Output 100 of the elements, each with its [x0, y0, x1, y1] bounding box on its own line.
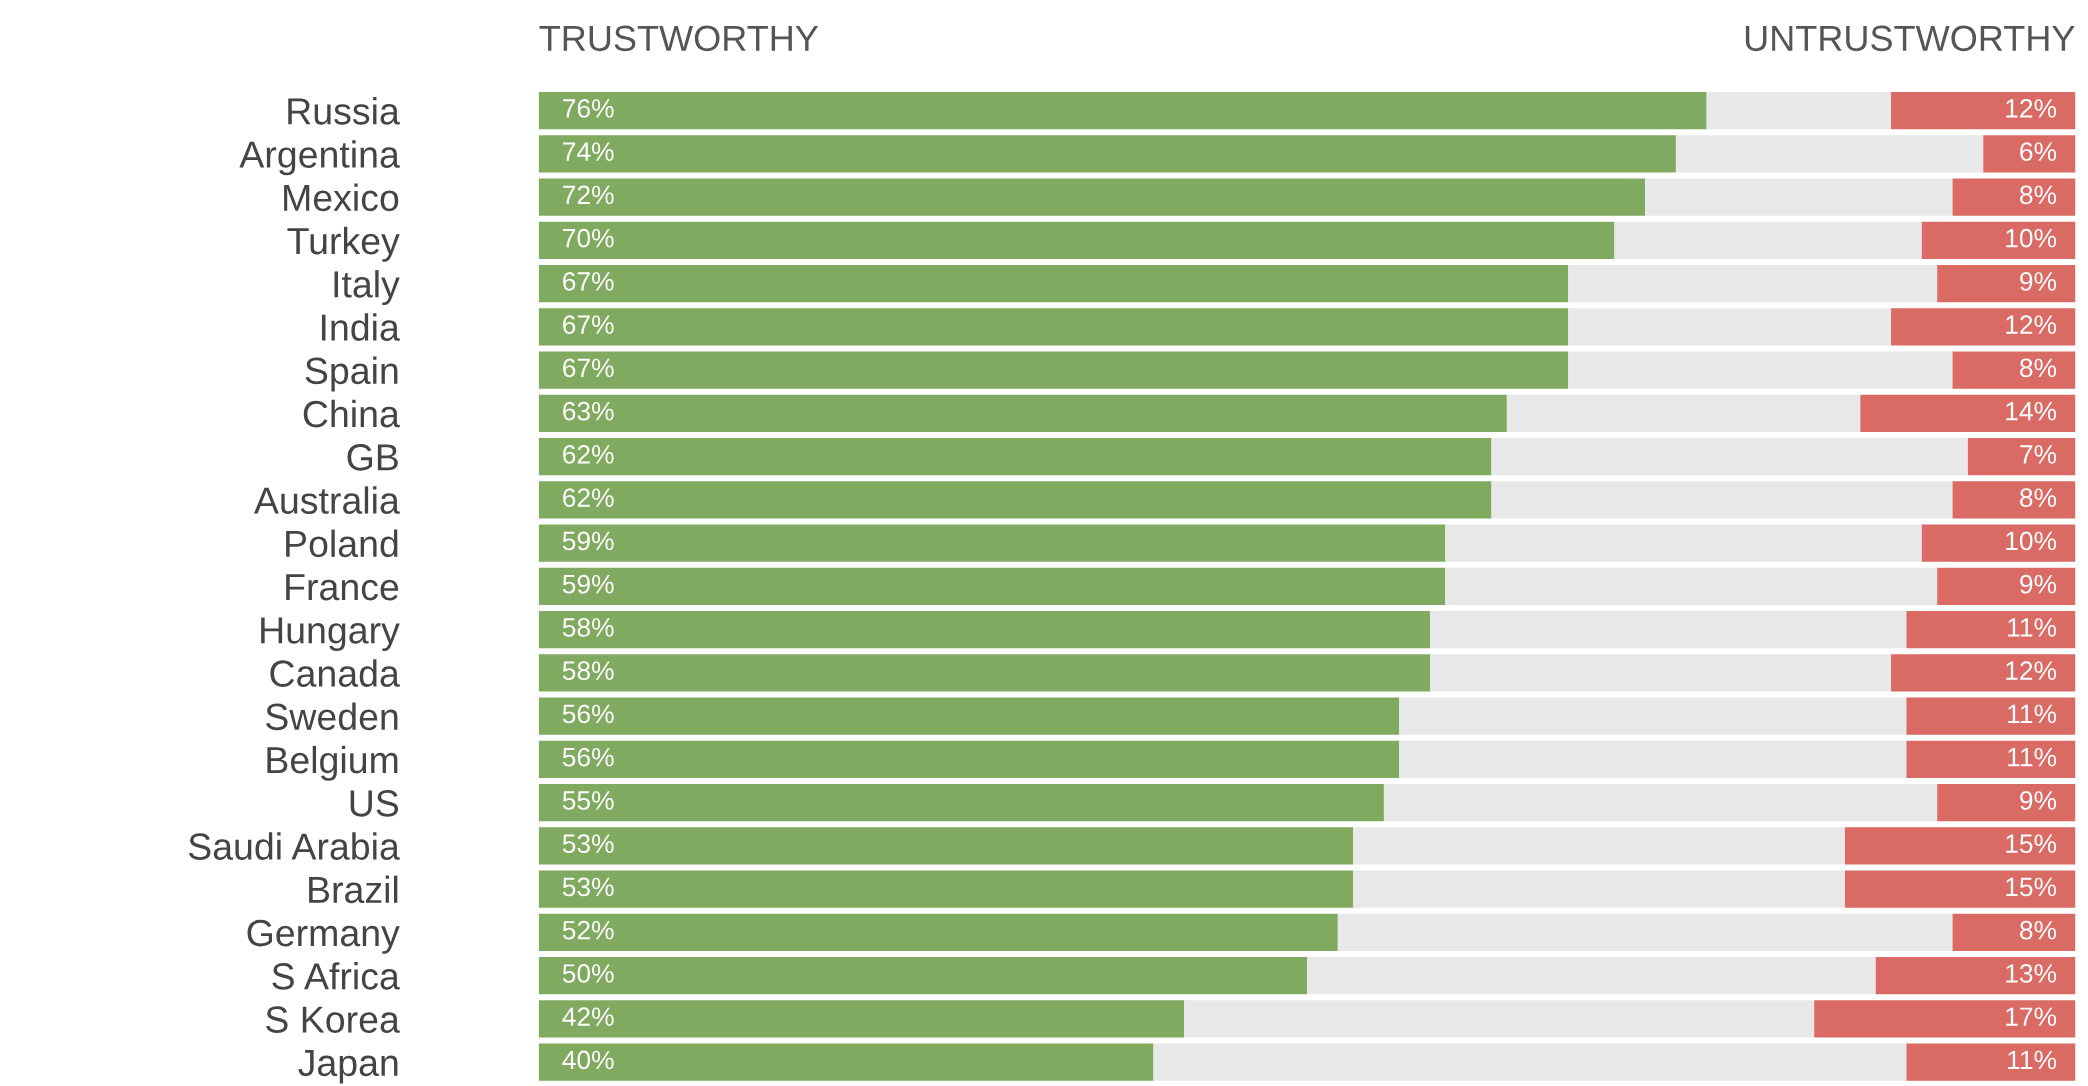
data-label: 6%	[2020, 142, 2057, 162]
y-tick-label: Canada	[270, 659, 400, 687]
y-tick-label: Turkey	[287, 226, 400, 262]
y-tick-label: Japan	[298, 1050, 398, 1084]
bar	[1491, 481, 1953, 519]
data-label: 55%	[562, 791, 614, 810]
bar	[538, 654, 1431, 692]
bar	[1906, 1043, 2076, 1081]
bar	[538, 265, 1569, 303]
data-label: 58%	[562, 661, 614, 681]
y-tick-label: Poland	[286, 529, 398, 558]
data-label: 12%	[2006, 661, 2057, 680]
data-label: 58%	[562, 618, 614, 637]
bar	[1337, 913, 1953, 952]
y-tick-label: China	[303, 399, 400, 428]
bar	[538, 740, 1400, 779]
data-label: 56%	[562, 704, 614, 724]
bar	[538, 567, 1446, 606]
bar	[1952, 351, 2076, 389]
data-label: 62%	[563, 445, 614, 464]
data-label: 11%	[2008, 747, 2057, 767]
y-tick-label: S Africa	[272, 962, 400, 990]
bar	[1891, 92, 2076, 130]
bar	[1383, 784, 1938, 822]
bar	[1675, 135, 1984, 173]
bar	[538, 221, 1615, 260]
bar	[1906, 697, 2076, 735]
bar	[1860, 394, 2076, 433]
data-label: 52%	[562, 920, 614, 940]
bar	[1645, 178, 1953, 216]
data-label: 9%	[2020, 791, 2057, 810]
bar	[1952, 481, 2076, 519]
bar	[1399, 697, 1907, 735]
bar	[1906, 611, 2076, 649]
data-label: 62%	[563, 488, 614, 508]
bar	[538, 394, 1507, 433]
bar	[538, 870, 1354, 908]
data-label: 70%	[563, 228, 614, 248]
data-label: 8%	[2020, 920, 2057, 940]
bar	[1430, 654, 1892, 692]
bar	[1952, 178, 2076, 216]
bar	[538, 438, 1492, 476]
data-label: 15%	[2006, 877, 2057, 897]
y-tick-label: Belgium	[267, 745, 398, 781]
bar	[538, 784, 1384, 822]
bar	[1921, 524, 2076, 562]
bar	[1875, 957, 2076, 995]
data-label: 72%	[563, 185, 614, 205]
bar	[1937, 265, 2076, 303]
y-tick-label: S Korea	[266, 1006, 400, 1033]
bar	[1937, 567, 2076, 606]
y-tick-label: Mexico	[284, 183, 399, 212]
data-label: 42%	[562, 1007, 614, 1026]
y-tick-label: Germany	[247, 919, 400, 954]
bar	[1906, 740, 2076, 779]
data-label: 67%	[563, 272, 614, 291]
data-label: 8%	[2020, 488, 2057, 508]
bar	[1891, 654, 2076, 692]
data-label: 12%	[2006, 315, 2057, 334]
bar	[538, 92, 1707, 130]
series-label: UNTRUSTWORTHY	[1745, 25, 2075, 52]
y-tick-label: US	[350, 790, 399, 817]
bar	[1952, 913, 2076, 952]
data-label: 59%	[562, 574, 614, 594]
data-label: 7%	[2020, 445, 2057, 464]
y-tick-label: Argentina	[239, 140, 400, 176]
bar	[1153, 1043, 1907, 1081]
bar	[538, 351, 1569, 389]
y-tick-label: Spain	[305, 356, 398, 392]
bar	[538, 697, 1400, 735]
bar	[538, 481, 1492, 519]
bar	[538, 1000, 1185, 1038]
y-tick-label: India	[321, 313, 400, 341]
bar	[1921, 221, 2076, 260]
bar	[1983, 135, 2076, 173]
data-label: 53%	[562, 834, 614, 854]
bar	[1967, 438, 2076, 476]
bar	[1491, 438, 1968, 476]
bar	[1307, 957, 1876, 995]
y-tick-label: Hungary	[261, 617, 400, 652]
series-label: TRUSTWORTHY	[539, 25, 819, 52]
data-label: 17%	[2006, 1007, 2057, 1026]
bar	[1706, 92, 1892, 130]
bar	[1568, 308, 1892, 346]
data-label: 67%	[563, 315, 614, 335]
data-label: 11%	[2008, 704, 2057, 724]
data-label: 50%	[562, 964, 614, 983]
bar	[1430, 611, 1907, 649]
bar	[1568, 351, 1953, 389]
data-label: 14%	[2006, 401, 2057, 421]
data-label: 13%	[2006, 964, 2057, 983]
data-label: 11%	[2008, 1050, 2057, 1070]
data-label: 8%	[2020, 185, 2057, 205]
data-label: 56%	[562, 747, 614, 767]
bar	[538, 827, 1354, 865]
y-tick-label: Russia	[288, 97, 400, 125]
bar	[538, 524, 1446, 562]
bar	[1445, 524, 1922, 562]
data-label: 12%	[2006, 99, 2057, 118]
bar	[1353, 870, 1845, 908]
